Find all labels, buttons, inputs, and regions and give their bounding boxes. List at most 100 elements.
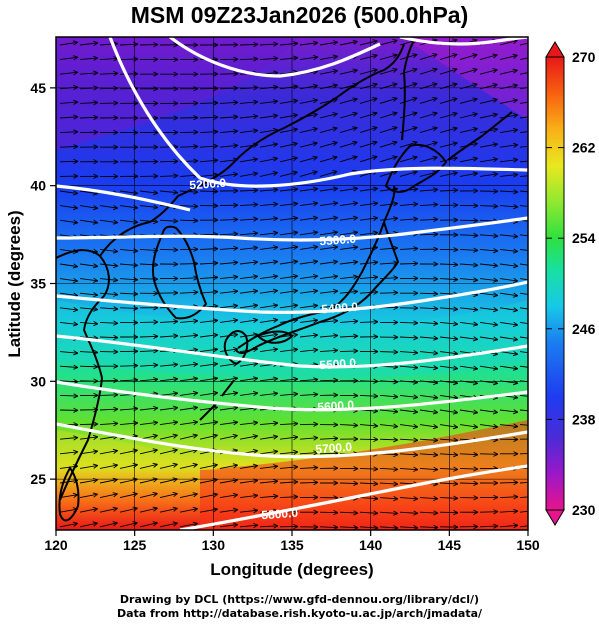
wind-arrow [379, 216, 399, 222]
wind-arrow [219, 100, 239, 106]
wind-arrow [179, 57, 199, 63]
wind-arrow [139, 362, 159, 368]
wind-arrow [239, 508, 259, 514]
wind-arrow [299, 186, 319, 192]
wind-arrow [219, 317, 239, 324]
wind-arrow [439, 495, 459, 501]
wind-arrow [279, 391, 299, 397]
wind-arrow [199, 274, 219, 281]
wind-arrow [259, 347, 279, 353]
wind-arrow [439, 306, 459, 312]
wind-arrow [279, 244, 299, 250]
wind-arrow [199, 289, 219, 295]
wind-arrow [339, 466, 359, 472]
wind-arrow [59, 435, 79, 441]
wind-arrow [259, 41, 279, 47]
wind-arrow [479, 248, 499, 254]
wind-arrow [319, 244, 339, 250]
wind-arrow [499, 98, 518, 104]
wind-arrow [299, 230, 319, 236]
wind-arrow [419, 126, 438, 134]
wind-arrow [139, 491, 158, 499]
wind-arrow [239, 113, 259, 120]
wind-arrow [239, 390, 259, 397]
wind-arrow [359, 201, 379, 207]
wind-arrow [379, 510, 399, 516]
wind-arrow [139, 333, 159, 340]
wind-arrow [519, 365, 528, 368]
wind-arrow [379, 334, 399, 340]
wind-arrow [279, 479, 299, 485]
wind-arrow [259, 230, 279, 236]
wind-arrow [319, 377, 339, 383]
wind-arrow [419, 320, 439, 326]
wind-arrow [399, 379, 419, 385]
wind-arrow [499, 321, 519, 327]
wind-arrow [299, 450, 319, 456]
wind-arrow [339, 436, 359, 442]
wind-arrow [99, 421, 119, 427]
wind-arrow [259, 245, 279, 251]
wind-arrow [259, 464, 279, 470]
wind-arrow [319, 480, 339, 486]
wind-arrow [439, 126, 458, 134]
wind-arrow [299, 83, 318, 90]
wind-arrow [419, 394, 439, 400]
wind-arrow [359, 215, 379, 221]
wind-arrow [459, 188, 479, 194]
wind-arrow [159, 275, 179, 282]
wind-arrow [279, 98, 299, 104]
wind-arrow [279, 303, 299, 309]
wind-arrow [279, 141, 298, 148]
wind-arrow [519, 248, 528, 251]
wind-arrow [439, 97, 458, 104]
wind-arrow [459, 509, 479, 515]
y-tick-label: 35 [30, 276, 46, 292]
wind-arrow [279, 494, 299, 500]
wind-arrow [159, 290, 179, 296]
wind-arrow [479, 97, 498, 104]
wind-arrow [199, 71, 219, 77]
wind-arrow [239, 288, 259, 294]
wind-arrow [219, 202, 239, 208]
wind-arrow [159, 448, 178, 455]
wind-arrow [479, 321, 499, 327]
wind-arrow [339, 333, 359, 339]
wind-arrow [459, 126, 478, 134]
wind-arrow [59, 190, 79, 196]
contour-label-3: 5500.0 [319, 356, 357, 373]
colorbar: 270 262 254 246 238 230 [545, 41, 596, 526]
wind-arrow [119, 219, 139, 225]
wind-arrow [459, 277, 479, 283]
wind-arrow [79, 364, 99, 370]
wind-arrow [219, 303, 239, 309]
wind-arrow [59, 55, 79, 61]
contour-label-0: 5200.0 [189, 176, 227, 193]
colorbar-ticks: 270 262 254 246 238 230 [546, 49, 596, 518]
wind-arrow [459, 365, 479, 371]
wind-arrow [79, 159, 99, 165]
wind-arrow [379, 481, 399, 487]
wind-arrow [79, 100, 99, 106]
wind-arrow [499, 189, 519, 195]
wind-arrow [159, 86, 179, 92]
wind-arrow [59, 449, 79, 455]
wind-arrow [119, 305, 139, 311]
wind-arrow [419, 379, 439, 386]
wind-arrow [299, 509, 319, 515]
wind-arrow [339, 97, 358, 104]
wind-arrow [359, 82, 378, 90]
wind-arrow [459, 321, 479, 327]
wind-arrow [499, 436, 519, 442]
wind-arrow [439, 481, 459, 487]
wind-arrow [99, 392, 119, 398]
wind-arrow [499, 292, 519, 298]
wind-arrow [199, 347, 219, 353]
wind-arrow [279, 127, 298, 134]
wind-arrow [199, 114, 219, 120]
wind-arrow [419, 365, 439, 371]
wind-arrow [319, 54, 338, 61]
colorbar-tick-label: 262 [572, 140, 596, 156]
wind-arrow [399, 452, 419, 458]
wind-arrow [479, 292, 499, 298]
